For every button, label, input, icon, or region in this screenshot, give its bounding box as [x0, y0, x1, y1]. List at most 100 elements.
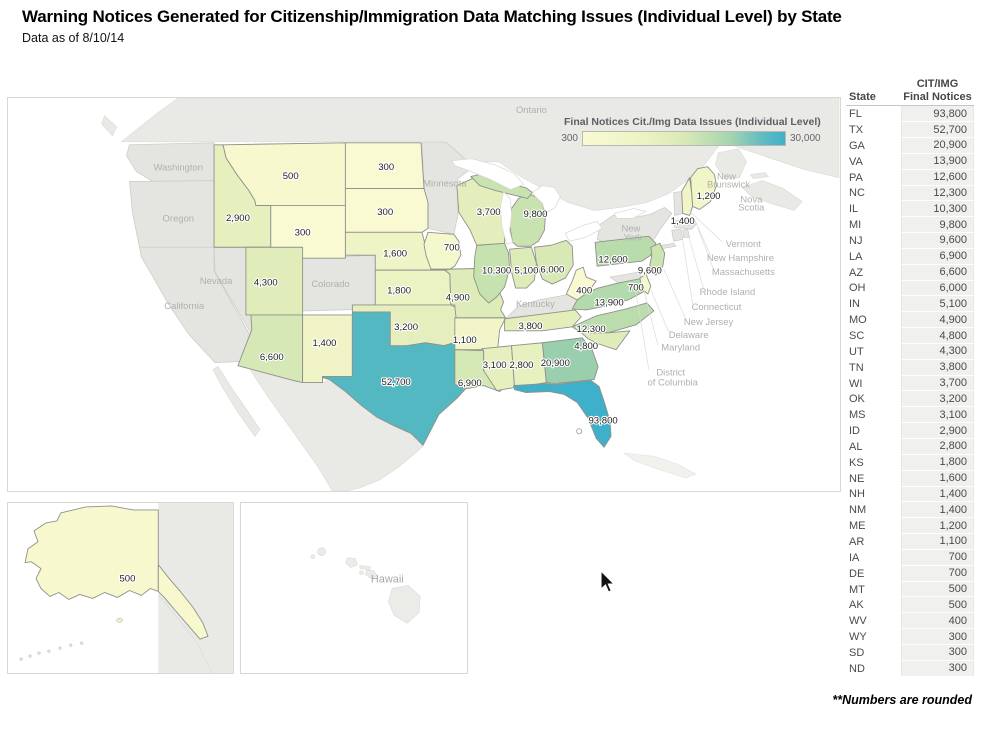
state-GA[interactable] [541, 337, 599, 384]
state-AR[interactable] [454, 317, 507, 351]
state-DE[interactable] [639, 273, 652, 295]
value-cell: 1,200 [901, 518, 974, 535]
table-row[interactable]: UT 4,300 [846, 343, 974, 360]
label-delaware: Delaware [669, 330, 709, 341]
state-IL[interactable] [473, 242, 511, 304]
table-row[interactable]: OK 3,200 [846, 391, 974, 408]
label-massachusetts: Massachusetts [712, 267, 775, 278]
value-cell: 6,900 [901, 248, 974, 265]
state-OH[interactable] [533, 239, 574, 285]
table-row[interactable]: LA 6,900 [846, 248, 974, 265]
state-SC[interactable] [580, 330, 631, 351]
table-row[interactable]: ND 300 [846, 660, 974, 677]
lake-erie [564, 220, 603, 242]
table-row[interactable]: FL 93,800 [846, 106, 974, 123]
page-subtitle: Data as of 8/10/14 [22, 31, 125, 45]
value-label-SD: 300 [377, 207, 393, 218]
data-states [213, 142, 717, 448]
lake-ontario [613, 208, 647, 219]
value-label-UT: 4,300 [254, 277, 278, 288]
state-cell: ME [849, 520, 866, 533]
state-cell: PA [849, 171, 863, 184]
state-cell: OK [849, 393, 865, 406]
value-cell: 1,800 [901, 454, 974, 471]
table-row[interactable]: SD 300 [846, 644, 974, 661]
table-row[interactable]: VA 13,900 [846, 153, 974, 170]
label-nova-scotia: Scotia [738, 202, 765, 213]
table-row[interactable]: IL 10,300 [846, 201, 974, 218]
table-row[interactable]: AZ 6,600 [846, 264, 974, 281]
state-cell: LA [849, 250, 863, 263]
state-cell: NJ [849, 234, 863, 247]
table-row[interactable]: NE 1,600 [846, 470, 974, 487]
state-NH[interactable] [681, 177, 694, 216]
hawaii-inset-panel: Hawaii [240, 502, 468, 674]
state-PA[interactable] [594, 235, 657, 267]
value-cell: 1,600 [901, 470, 974, 487]
florida-label-anchor-dot [576, 428, 583, 435]
canada-border [157, 594, 213, 674]
state-cell: WV [849, 615, 867, 628]
table-row[interactable]: ME 1,200 [846, 518, 974, 535]
value-label-AR: 1,100 [453, 335, 477, 346]
label-oregon: Oregon [163, 213, 194, 224]
table-row[interactable]: AK 500 [846, 597, 974, 614]
value-cell: 1,400 [901, 486, 974, 503]
table-row[interactable]: NH 1,400 [846, 486, 974, 503]
table-row[interactable]: DE 700 [846, 565, 974, 582]
choropleth-map: Washington Oregon California Nevada Colo… [101, 98, 840, 491]
state-NJ[interactable] [649, 242, 666, 276]
table-row[interactable]: MO 4,900 [846, 312, 974, 329]
value-cell: 13,900 [901, 153, 974, 170]
label-hawaii: Hawaii [371, 574, 404, 586]
state-IA[interactable] [423, 231, 462, 270]
table-row[interactable]: AL 2,800 [846, 439, 974, 455]
table-row[interactable]: AR 1,100 [846, 534, 974, 550]
value-label-MI: 9,800 [523, 209, 547, 220]
value-cell: 1,400 [901, 502, 974, 519]
state-cell: IN [849, 298, 860, 311]
table-row[interactable]: IA 700 [846, 549, 974, 566]
label-nevada: Nevada [200, 276, 233, 287]
value-label-MO: 4,900 [446, 292, 470, 303]
label-new-york: York [624, 232, 643, 243]
value-cell: 6,000 [901, 280, 974, 297]
table-row[interactable]: NM 1,400 [846, 502, 974, 519]
state-IN[interactable] [509, 246, 537, 289]
state-RI [682, 228, 691, 238]
table-row[interactable]: MT 500 [846, 581, 974, 598]
table-row[interactable]: PA 12,600 [846, 169, 974, 186]
value-label-NJ: 9,600 [638, 266, 662, 277]
table-row[interactable]: ID 2,900 [846, 423, 974, 439]
value-cell: 4,800 [901, 328, 974, 344]
table-row[interactable]: MS 3,100 [846, 407, 974, 424]
value-label-TN: 3,800 [519, 321, 543, 332]
value-label-WI: 3,700 [477, 207, 501, 218]
table-row[interactable]: TN 3,800 [846, 359, 974, 376]
table-row[interactable]: OH 6,000 [846, 280, 974, 297]
state-cell: TN [849, 361, 864, 374]
table-row[interactable]: MI 9,800 [846, 217, 974, 234]
table-row[interactable]: GA 20,900 [846, 137, 974, 154]
state-AK-panhandle[interactable] [157, 564, 209, 640]
table-row[interactable]: WI 3,700 [846, 375, 974, 392]
table-row[interactable]: KS 1,800 [846, 454, 974, 471]
table-row[interactable]: NC 12,300 [846, 185, 974, 202]
state-cell: WI [849, 377, 863, 390]
callout-lines [634, 210, 723, 370]
state-FL[interactable] [513, 380, 612, 448]
state-TX[interactable] [322, 311, 469, 446]
table-row[interactable]: WV 400 [846, 613, 974, 630]
table-row[interactable]: NJ 9,600 [846, 233, 974, 249]
state-CA [138, 246, 260, 364]
label-vermont: Vermont [726, 239, 762, 250]
table-row[interactable]: SC 4,800 [846, 328, 974, 344]
table-row[interactable]: WY 300 [846, 629, 974, 645]
state-AK[interactable] [24, 505, 159, 600]
value-label-GA: 20,900 [541, 358, 570, 369]
table-row[interactable]: IN 5,100 [846, 296, 974, 313]
table-body: FL 93,800 TX 52,700 GA 20,900 VA 13,900 PA 12,600… [846, 106, 974, 677]
state-WY[interactable] [270, 205, 346, 259]
table-row[interactable]: TX 52,700 [846, 122, 974, 138]
no-data-states [126, 142, 698, 364]
